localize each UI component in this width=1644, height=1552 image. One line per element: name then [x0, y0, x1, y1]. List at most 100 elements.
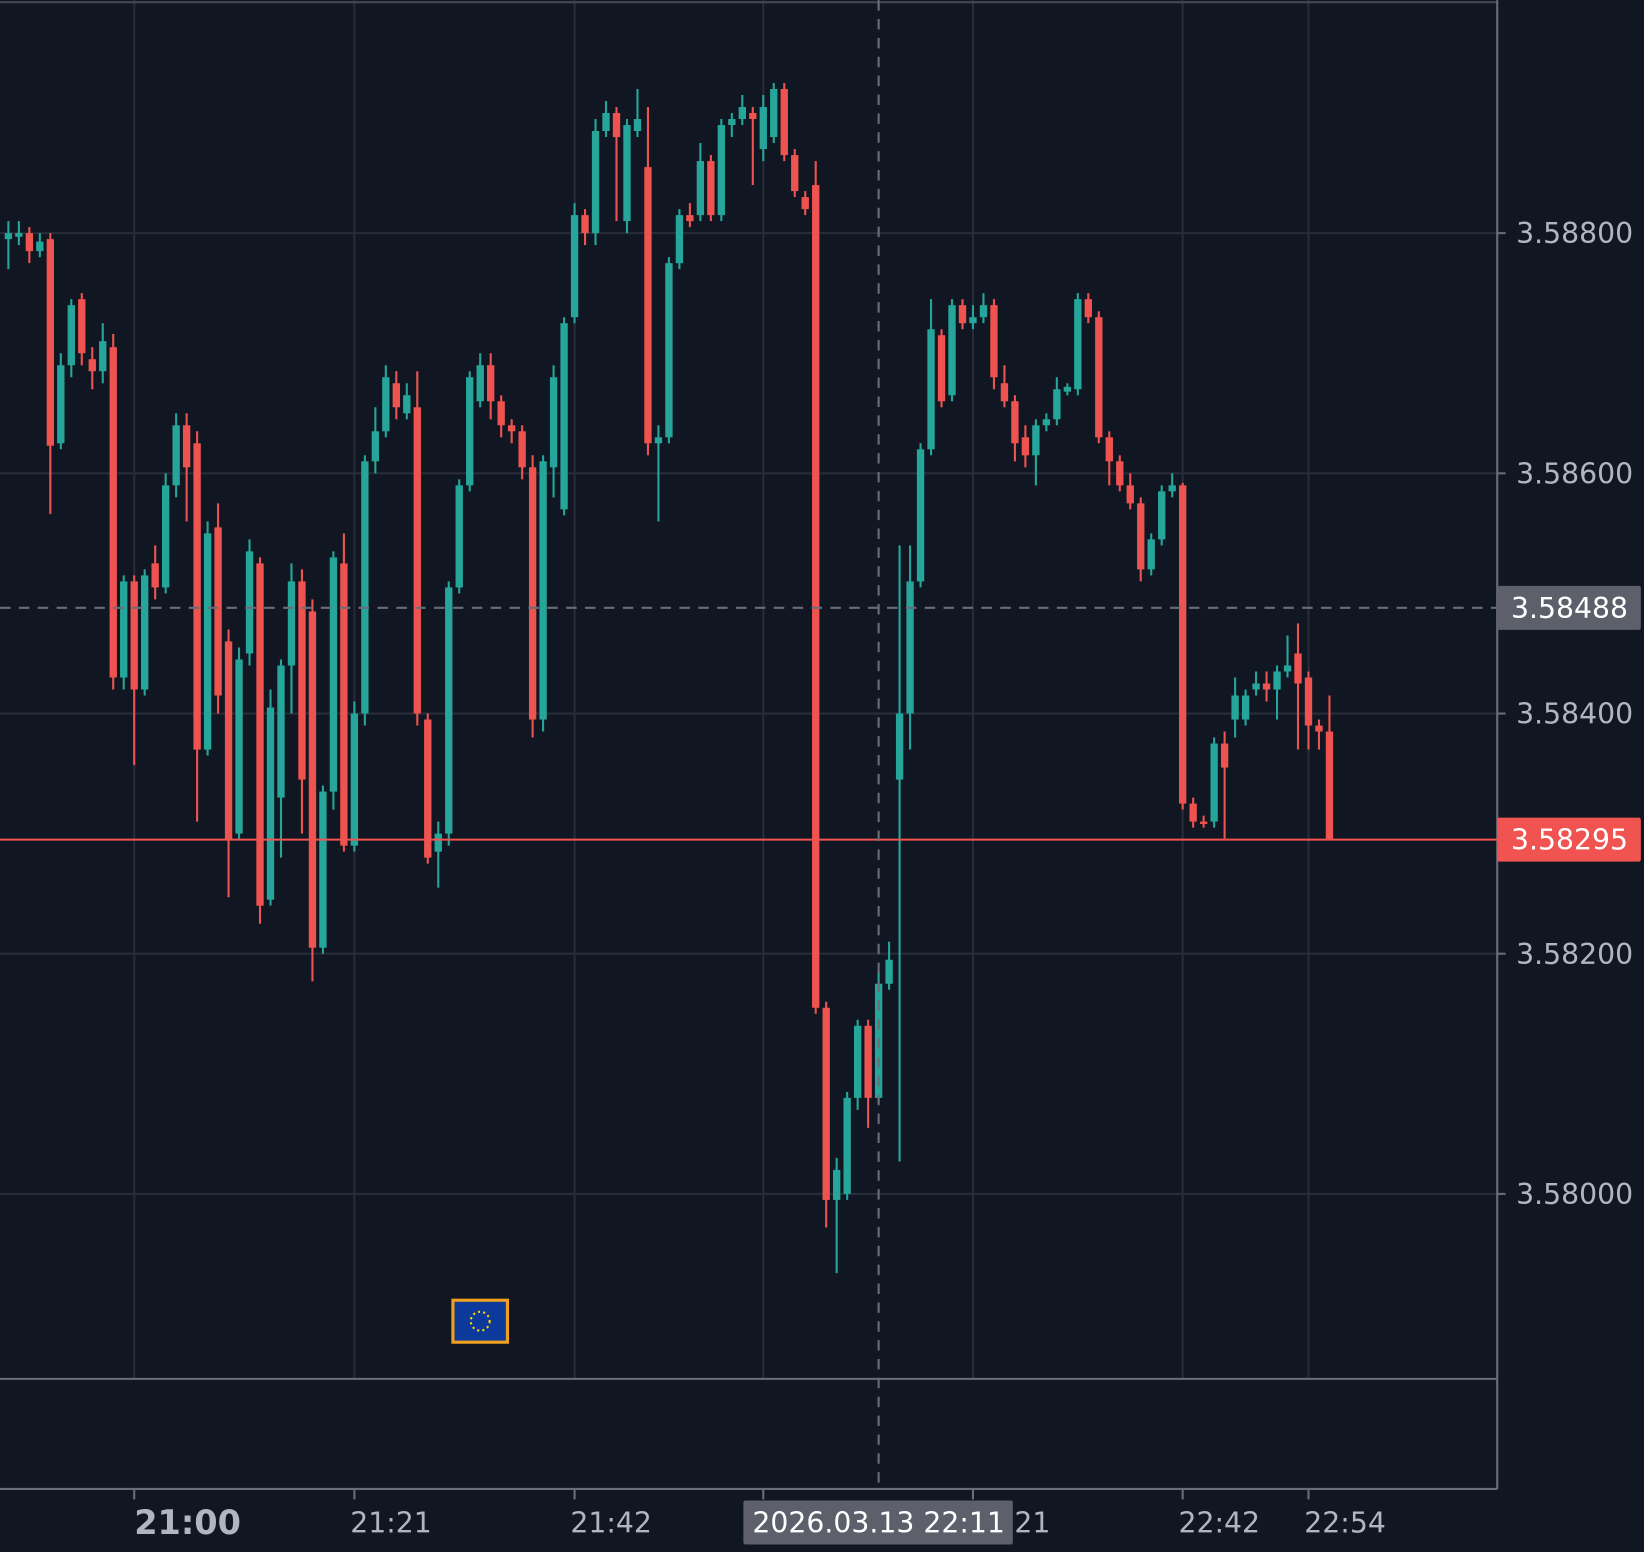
candle-body [833, 1169, 841, 1200]
candle-body [266, 707, 275, 900]
candle-body [822, 1007, 830, 1200]
candle-body [1273, 671, 1281, 690]
candle-body [665, 263, 673, 438]
candle-body [25, 233, 34, 252]
candle-body [36, 241, 44, 252]
candle-body [770, 89, 778, 138]
candle-body [885, 959, 893, 984]
candle-body [1168, 485, 1176, 492]
candle-body [1220, 743, 1229, 768]
candle-body [1158, 491, 1166, 540]
candle-body [329, 557, 338, 792]
candle-body [675, 215, 684, 264]
candle-body [539, 461, 547, 720]
y-tick-label: 3.58800 [1516, 217, 1633, 250]
candle-body [749, 113, 757, 120]
candle-body [1210, 743, 1218, 822]
candle-body [434, 833, 442, 852]
flag-stars [469, 1310, 491, 1332]
candle-body [916, 449, 925, 582]
candle-body [591, 131, 600, 234]
candle-body [151, 563, 159, 588]
candle-body [853, 1025, 862, 1098]
candle-body [1325, 731, 1334, 840]
candle-body [969, 317, 977, 324]
candle-body [728, 119, 736, 126]
candle-body [738, 107, 746, 120]
candle-body [120, 581, 128, 678]
candle-body [256, 563, 264, 906]
y-tick-label: 3.58400 [1516, 698, 1633, 731]
x-tick-label: 21:00 [134, 1503, 241, 1542]
candle-body [350, 713, 359, 846]
last-price-label: 3.58295 [1511, 824, 1628, 857]
candle-body [46, 239, 54, 446]
candle-body [864, 1025, 872, 1098]
candle-body [990, 305, 998, 378]
candle-body [141, 575, 149, 690]
candle-body [1315, 725, 1323, 732]
candle-body [612, 113, 621, 138]
candle-body [1095, 317, 1103, 438]
candle-body [1116, 461, 1124, 486]
y-tick-label: 3.58200 [1516, 938, 1633, 971]
candle-body [392, 383, 400, 408]
candle-body [1147, 539, 1155, 570]
candle-body [319, 791, 327, 948]
candle-body [277, 665, 285, 798]
candle-body [906, 581, 914, 714]
x-tick-label: 22:54 [1304, 1507, 1386, 1540]
candle-body [88, 359, 96, 372]
candle-body [99, 341, 107, 372]
candle-body [1199, 821, 1208, 825]
candle-body [707, 161, 715, 216]
candle-body [298, 581, 306, 780]
candles [4, 83, 1334, 1274]
candle-body [717, 125, 726, 216]
crosshair-price-badge [1497, 585, 1641, 630]
candle-body [812, 185, 820, 1008]
candle-body [843, 1097, 851, 1194]
candle-body [518, 431, 526, 468]
candle-body [476, 365, 484, 402]
candle-body [1262, 683, 1271, 690]
candle-body [497, 401, 505, 426]
candle-body [1021, 437, 1030, 456]
candle-body [528, 467, 537, 720]
candle-body [1042, 419, 1051, 426]
candle-body [895, 713, 904, 780]
y-tick-label: 3.58600 [1516, 457, 1633, 490]
x-tick-label: 21:42 [570, 1507, 652, 1540]
flag-icon [451, 1298, 510, 1344]
candle-body [1137, 503, 1145, 570]
candle-body [403, 395, 411, 414]
candle-body [4, 233, 13, 240]
x-tick-label: 21:21 [350, 1507, 432, 1540]
candle-body [287, 581, 296, 666]
candle-body [235, 659, 243, 834]
candle-body [340, 563, 348, 846]
crosshair-time-badge [743, 1500, 1013, 1545]
candle-body [1074, 299, 1082, 390]
candle-body [1053, 389, 1061, 420]
candle-body [1252, 683, 1260, 690]
candle-body [1179, 485, 1187, 804]
candle-body [1231, 695, 1239, 720]
candle-body [560, 323, 568, 510]
candle-body [1189, 803, 1197, 822]
candle-body [1063, 386, 1072, 392]
y-tick-label: 3.58000 [1516, 1178, 1633, 1211]
candle-body [445, 587, 453, 834]
candle-body [507, 425, 516, 432]
candle-body [644, 167, 652, 444]
candle-body [801, 197, 809, 210]
candle-body [937, 335, 946, 402]
candle-body [1000, 383, 1009, 402]
candle-body [602, 113, 610, 132]
candle-body [1105, 437, 1113, 462]
candle-body [413, 407, 421, 714]
candle-body [67, 305, 75, 366]
